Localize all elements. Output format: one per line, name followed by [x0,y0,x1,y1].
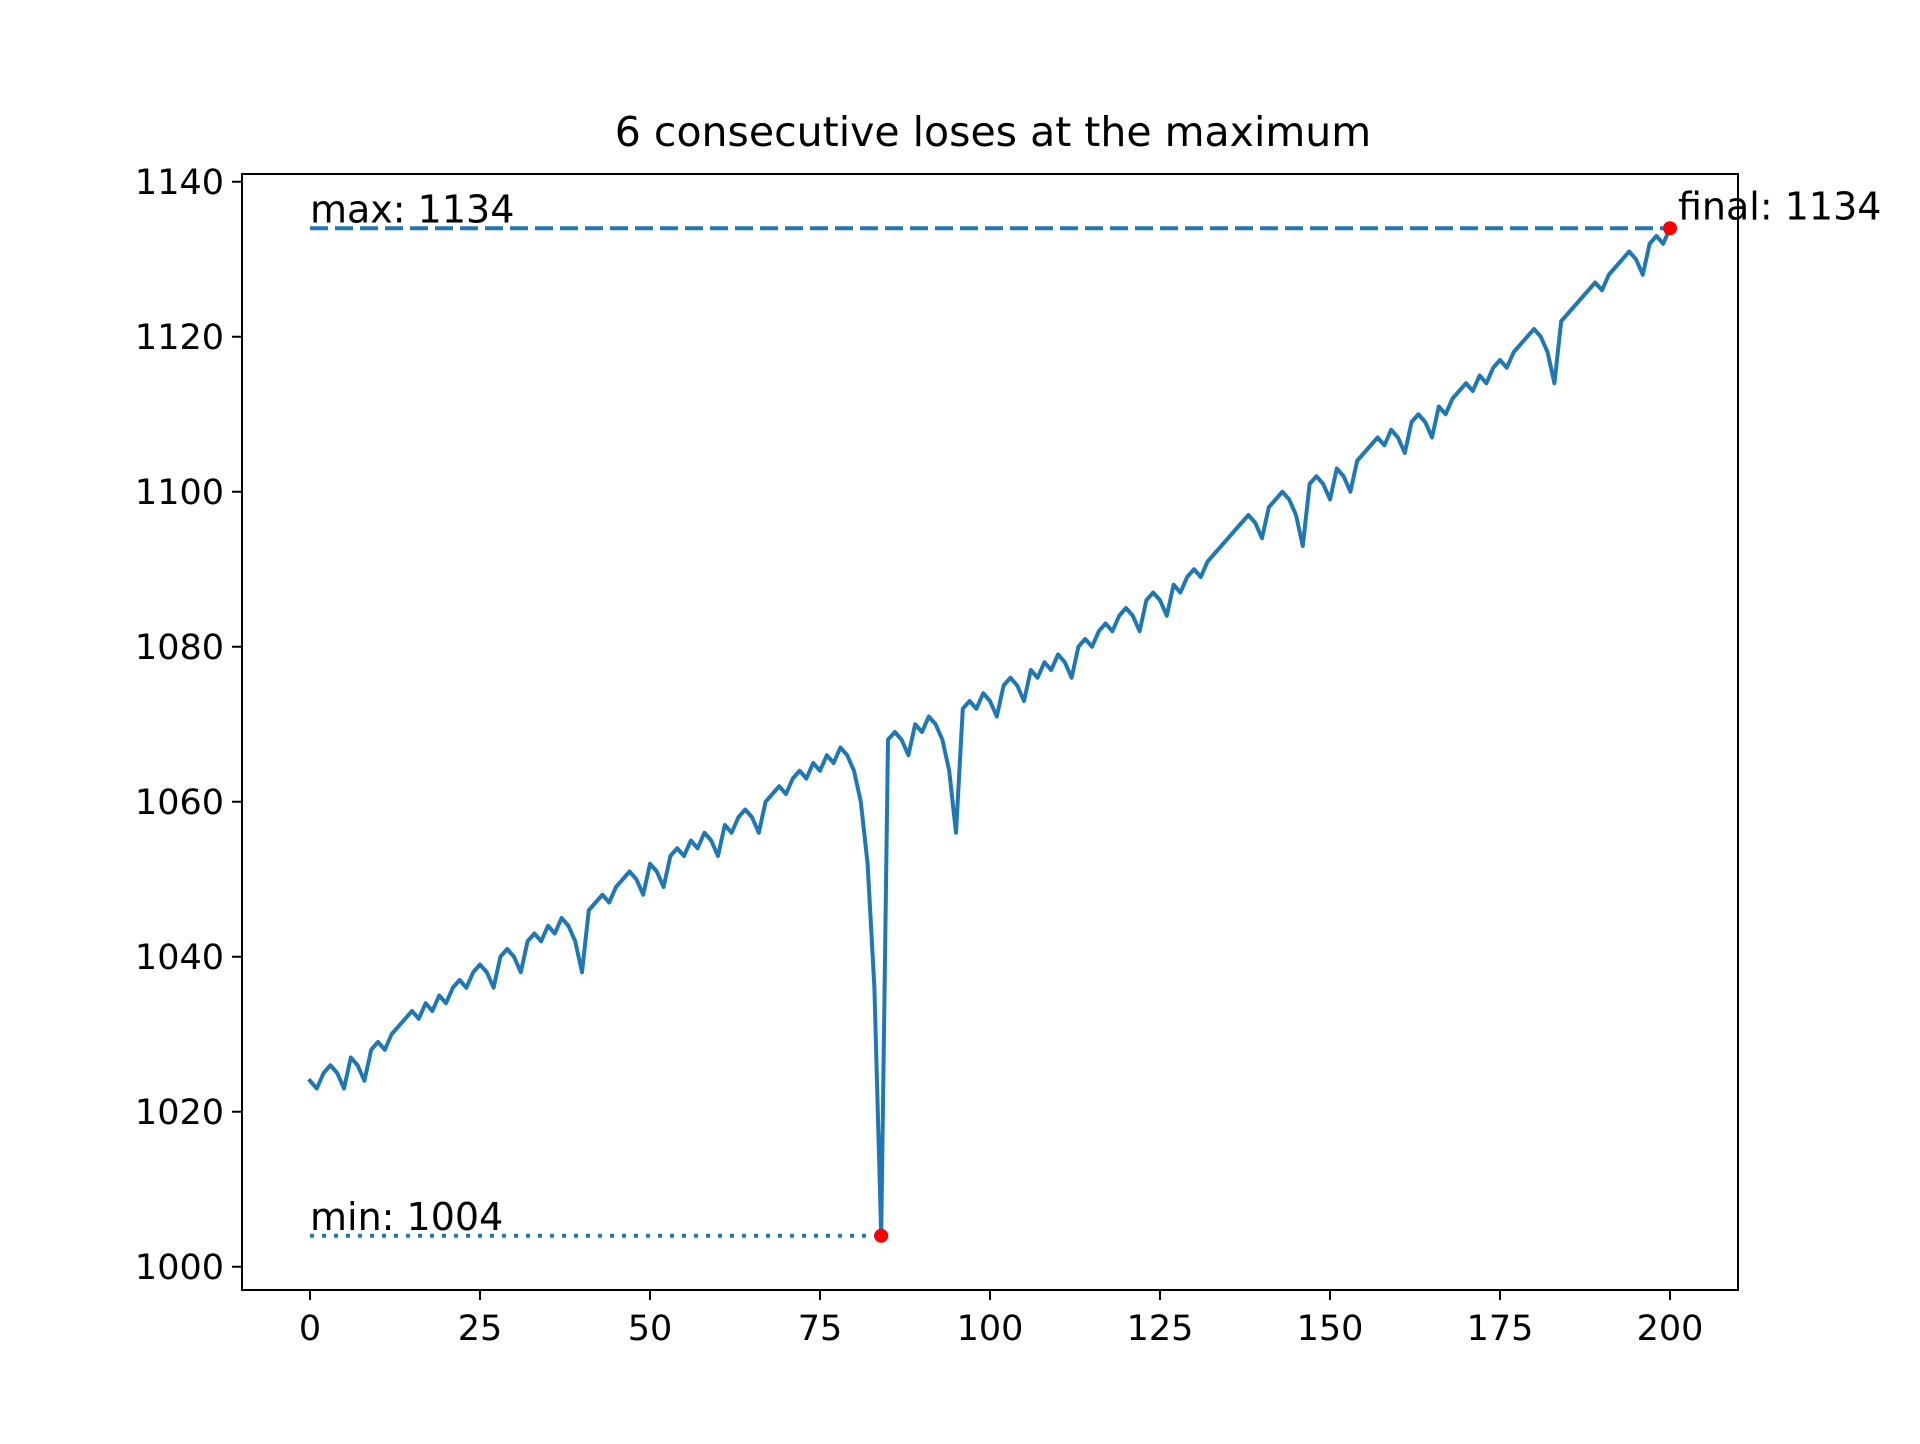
series-lines [307,225,1673,1238]
reference-lines [310,226,1670,1238]
y-tick-label: 1000 [135,1248,224,1288]
y-tick-label: 1140 [135,163,224,203]
x-tick-label: 100 [957,1309,1024,1349]
y-tick-label: 1100 [135,473,224,513]
x-tick-label: 175 [1467,1309,1534,1349]
y-tick-label: 1080 [135,628,224,668]
y-tick-label: 1040 [135,938,224,978]
final-label: final: 1134 [1678,184,1881,228]
x-tick-label: 50 [628,1309,673,1349]
min-point-marker [874,1228,889,1243]
min-label: min: 1004 [310,1195,503,1239]
axes: 0 25 50 75 100 125 150 175 200 1000 1020 1040 1060 10… [135,163,1739,1349]
y-tick-label: 1020 [135,1093,224,1133]
plot-background [242,174,1738,1290]
x-tick-label: 200 [1637,1309,1704,1349]
y-tick-label: 1120 [135,318,224,358]
point-markers [874,221,1677,1243]
series-line-0 [307,225,1673,1238]
chart-title: 6 consecutive loses at the maximum [615,108,1371,156]
max-label: max: 1134 [310,187,514,231]
x-tick-label: 25 [458,1309,503,1349]
y-tick-label: 1060 [135,783,224,823]
annotations: max: 1134 min: 1004 final: 1134 [310,184,1881,1239]
x-tick-label: 125 [1127,1309,1194,1349]
x-tick-label: 0 [299,1309,321,1349]
x-tick-label: 75 [798,1309,843,1349]
final-point-marker [1663,221,1677,236]
x-tick-label: 150 [1297,1309,1364,1349]
plot-area [242,174,1738,1290]
